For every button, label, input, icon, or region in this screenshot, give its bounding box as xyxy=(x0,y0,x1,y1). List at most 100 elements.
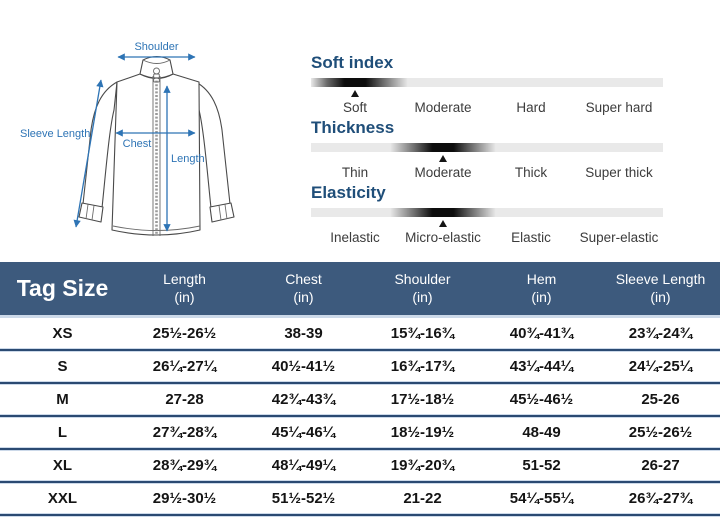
sleeve-value: 26-27 xyxy=(641,457,680,474)
column-name: Sleeve Length xyxy=(615,271,706,287)
gradient-bar xyxy=(311,143,663,152)
table-row: XXL 29½-30½ 51½-52½ 21-22 54¼-55¼ 26¾-27… xyxy=(0,484,720,513)
chest-value: 40½-41½ xyxy=(271,358,336,375)
shoulder-value: 15¾-16¾ xyxy=(390,325,455,342)
scale-label: Moderate xyxy=(414,100,472,115)
scale-label: Soft xyxy=(342,100,367,115)
size-label: XL xyxy=(52,457,73,474)
length-value: 27-28 xyxy=(165,391,204,408)
column-unit: (in) xyxy=(174,288,195,305)
size-label: M xyxy=(56,391,69,408)
table-row: XS 25½-26½ 38-39 15¾-16¾ 40¾-41¾ 23¾-24¾ xyxy=(0,319,720,348)
scale-label: Super hard xyxy=(585,100,653,115)
column-name: Length xyxy=(163,271,206,287)
length-value: 28¾-29¾ xyxy=(152,457,217,474)
length-value: 29½-30½ xyxy=(152,490,217,507)
scale-thickness: Thickness Thin Moderate Thick Super thic… xyxy=(311,118,663,181)
marker-triangle-icon xyxy=(439,220,447,227)
scale-title: Thickness xyxy=(311,118,395,137)
shoulder-value: 16¾-17¾ xyxy=(390,358,455,375)
scale-title: Soft index xyxy=(311,53,394,72)
column-header-hem: Hem (in) xyxy=(482,271,601,306)
row-divider xyxy=(0,414,720,418)
table-header: Tag Size Length (in) Chest (in) Shoulder… xyxy=(0,262,720,318)
hem-value: 54¼-55¼ xyxy=(509,490,574,507)
sleeve-value: 24¼-25¼ xyxy=(628,358,693,375)
scale-label: Inelastic xyxy=(330,230,380,245)
length-value: 25½-26½ xyxy=(152,325,217,342)
row-divider xyxy=(0,348,720,352)
gradient-bar xyxy=(311,208,663,217)
jacket-diagram: Shoulder Sleeve Length Chest Length xyxy=(0,0,310,262)
hem-value: 40¾-41¾ xyxy=(509,325,574,342)
hem-value: 48-49 xyxy=(522,424,561,441)
jacket-left-sleeve xyxy=(82,81,118,209)
soft-index-labels: Soft Moderate Hard Super hard xyxy=(311,100,663,116)
scale-label: Super-elastic xyxy=(579,230,659,245)
chest-value: 42¾-43¾ xyxy=(271,391,336,408)
thickness-labels: Thin Moderate Thick Super thick xyxy=(311,165,663,181)
tag-size-header: Tag Size xyxy=(16,275,109,302)
length-value: 27¾-28¾ xyxy=(152,424,217,441)
attribute-scales: Soft index Soft Moderate Hard Super hard… xyxy=(311,53,663,248)
shoulder-arrow: Shoulder xyxy=(117,41,196,61)
scale-label: Thin xyxy=(341,165,369,180)
gradient-bar xyxy=(311,78,663,87)
shoulder-value: 17½-18½ xyxy=(390,391,455,408)
column-name: Shoulder xyxy=(394,271,451,287)
scale-soft-index: Soft index Soft Moderate Hard Super hard xyxy=(311,53,663,116)
chest-label: Chest xyxy=(123,138,152,150)
column-header-chest: Chest (in) xyxy=(244,271,363,306)
chest-value: 48¼-49¼ xyxy=(271,457,336,474)
marker-triangle-icon xyxy=(351,90,359,97)
chest-value: 45¼-46¼ xyxy=(271,424,336,441)
row-divider xyxy=(0,513,720,517)
scale-label: Hard xyxy=(516,100,546,115)
scale-label: Moderate xyxy=(414,165,472,180)
table-row: M 27-28 42¾-43¾ 17½-18½ 45½-46½ 25-26 xyxy=(0,385,720,414)
sleeve-value: 26¾-27¾ xyxy=(628,490,693,507)
scale-label: Micro-elastic xyxy=(405,230,481,245)
table-row: L 27¾-28¾ 45¼-46¼ 18½-19½ 48-49 25½-26½ xyxy=(0,418,720,447)
soft-index-bar xyxy=(311,78,663,97)
jacket-illustration: Shoulder Sleeve Length Chest Length xyxy=(20,41,235,236)
column-header-shoulder: Shoulder (in) xyxy=(363,271,482,306)
size-table: Tag Size Length (in) Chest (in) Shoulder… xyxy=(0,262,720,517)
hem-value: 43¼-44¼ xyxy=(509,358,574,375)
shoulder-value: 18½-19½ xyxy=(390,424,455,441)
chest-value: 51½-52½ xyxy=(271,490,336,507)
size-label: S xyxy=(57,358,68,375)
sleeve-length-arrow: Sleeve Length xyxy=(20,79,104,228)
table-row: S 26¼-27¼ 40½-41½ 16¾-17¾ 43¼-44¼ 24¼-25… xyxy=(0,352,720,381)
length-arrow: Length xyxy=(163,85,205,232)
shoulder-label: Shoulder xyxy=(134,41,178,53)
length-label: Length xyxy=(171,153,205,165)
length-value: 26¼-27¼ xyxy=(152,358,217,375)
jacket-right-cuff xyxy=(209,202,235,223)
scale-elasticity: Elasticity Inelastic Micro-elastic Elast… xyxy=(311,183,663,246)
hem-value: 51-52 xyxy=(522,457,561,474)
chest-value: 38-39 xyxy=(284,325,323,342)
scale-title: Elasticity xyxy=(311,183,386,202)
sleeve-value: 25-26 xyxy=(641,391,680,408)
column-header-length: Length (in) xyxy=(125,271,244,306)
elasticity-bar xyxy=(311,208,663,227)
sleeve-value: 25½-26½ xyxy=(628,424,693,441)
row-divider xyxy=(0,447,720,451)
jacket-collar xyxy=(139,55,174,79)
chest-arrow: Chest xyxy=(115,129,196,150)
column-unit: (in) xyxy=(650,288,671,305)
column-name: Chest xyxy=(285,271,322,287)
marker-triangle-icon xyxy=(439,155,447,162)
table-row: XL 28¾-29¾ 48¼-49¼ 19¾-20¾ 51-52 26-27 xyxy=(0,451,720,480)
column-unit: (in) xyxy=(531,288,552,305)
column-unit: (in) xyxy=(412,288,433,305)
thickness-bar xyxy=(311,143,663,162)
table-body: XS 25½-26½ 38-39 15¾-16¾ 40¾-41¾ 23¾-24¾… xyxy=(0,318,720,517)
scale-label: Thick xyxy=(514,165,548,180)
shoulder-value: 21-22 xyxy=(403,490,442,507)
row-divider xyxy=(0,381,720,385)
hem-value: 45½-46½ xyxy=(509,391,574,408)
sleeve-length-label: Sleeve Length xyxy=(20,128,90,140)
column-unit: (in) xyxy=(293,288,314,305)
